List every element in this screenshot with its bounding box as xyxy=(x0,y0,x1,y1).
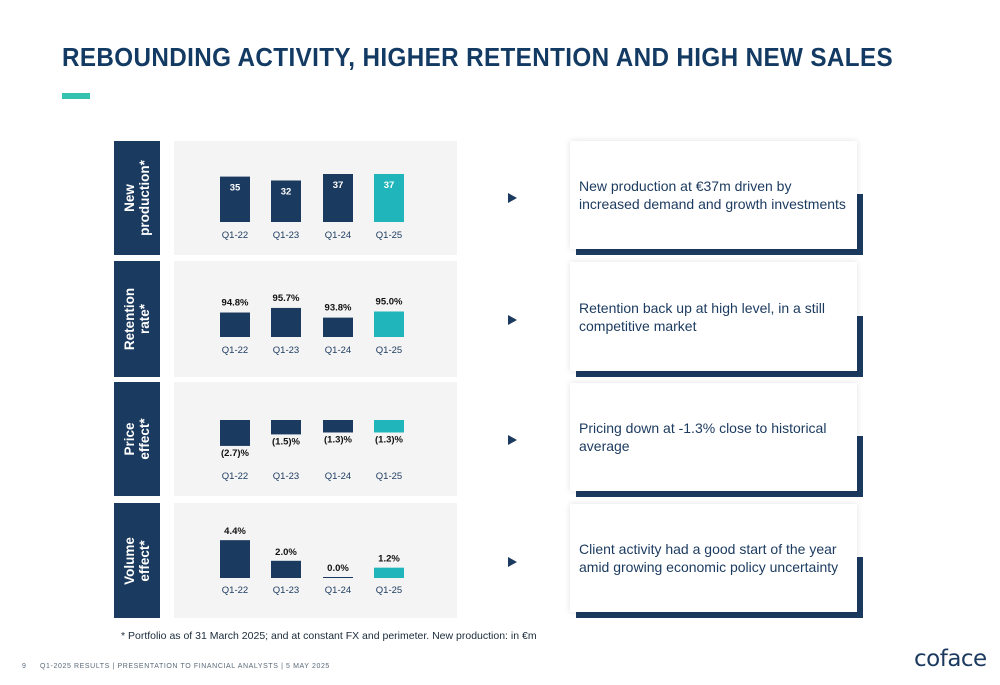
footnote: * Portfolio as of 31 March 2025; and at … xyxy=(121,630,537,642)
x-tick-label: Q1-22 xyxy=(222,585,248,596)
row-label-text: Price effect* xyxy=(122,418,152,460)
bar xyxy=(271,180,301,222)
data-label: 32 xyxy=(281,186,292,197)
bar xyxy=(271,420,301,435)
row-label-text: New production* xyxy=(122,160,152,236)
data-label: 95.7% xyxy=(273,293,300,304)
x-tick-label: Q1-22 xyxy=(222,471,248,482)
coface-logo: coface xyxy=(914,646,987,672)
x-tick-label: Q1-23 xyxy=(273,585,299,596)
data-label: 94.8% xyxy=(222,298,249,309)
data-label: (1.5)% xyxy=(272,436,301,447)
bullet-arrow-icon xyxy=(508,557,517,567)
data-label: 95.0% xyxy=(376,297,403,308)
price-effect-chart: (2.7)% Q1-22 (1.5)% Q1-23 (1.3)% Q1-24 (1.3)% Q… xyxy=(220,420,404,482)
x-tick-label: Q1-24 xyxy=(325,230,351,241)
x-tick-label: Q1-24 xyxy=(325,345,351,356)
x-tick-label: Q1-25 xyxy=(376,230,402,241)
commentary-text: Pricing down at -1.3% close to historica… xyxy=(579,420,827,454)
chart-panel-price-effect: (2.7)% Q1-22 (1.5)% Q1-23 (1.3)% Q1-24 (1.3)% Q… xyxy=(174,382,457,496)
retention-rate-chart: 94.8% Q1-22 95.7% Q1-23 93.8% Q1-24 95.0% Q1-25 xyxy=(220,293,404,356)
bar xyxy=(323,174,353,222)
commentary-text: Retention back up at high level, in a st… xyxy=(579,299,825,334)
row-label-text: Retention rate* xyxy=(122,287,152,351)
x-tick-label: Q1-25 xyxy=(376,585,402,596)
page-number: 9 xyxy=(22,663,26,670)
data-label: 0.0% xyxy=(327,563,349,574)
bar xyxy=(374,567,404,578)
data-label: (2.7)% xyxy=(221,448,250,459)
commentary-card-new-production: New production at €37m driven by increas… xyxy=(570,141,857,249)
x-tick-label: Q1-24 xyxy=(325,471,351,482)
chart-panel-retention-rate: 94.8% Q1-22 95.7% Q1-23 93.8% Q1-24 95.0% Q1-25 xyxy=(174,261,457,377)
bar xyxy=(220,420,250,446)
x-tick-label: Q1-25 xyxy=(376,471,402,482)
row-label-price-effect: Price effect* xyxy=(114,382,160,496)
data-label: 1.2% xyxy=(378,554,400,565)
bar xyxy=(323,317,353,337)
chart-panel-volume-effect: 4.4% Q1-22 2.0% Q1-23 0.0% Q1-24 1.2% Q1-25 xyxy=(174,503,457,618)
bar xyxy=(374,174,404,222)
commentary-text: Client activity had a good start of the … xyxy=(579,541,839,575)
page-title: REBOUNDING ACTIVITY, HIGHER RETENTION AN… xyxy=(62,44,894,72)
chart-panel-new-production: 35 Q1-22 32 Q1-23 37 Q1-24 37 Q1-25 xyxy=(174,141,457,255)
commentary-text: New production at €37m driven by increas… xyxy=(579,178,846,212)
x-tick-label: Q1-23 xyxy=(273,345,299,356)
x-tick-label: Q1-22 xyxy=(222,345,248,356)
bar xyxy=(374,420,404,433)
bar xyxy=(220,176,250,222)
x-tick-label: Q1-22 xyxy=(222,230,248,241)
data-label: 4.4% xyxy=(224,526,246,537)
data-label: 2.0% xyxy=(275,547,297,558)
bullet-arrow-icon xyxy=(508,193,517,203)
commentary-card-price: Pricing down at -1.3% close to historica… xyxy=(570,383,857,491)
bar xyxy=(374,311,404,337)
row-label-text: Volume effect* xyxy=(122,536,152,585)
data-label: (1.3)% xyxy=(375,434,404,445)
data-label: 93.8% xyxy=(325,303,352,314)
x-tick-label: Q1-23 xyxy=(273,471,299,482)
row-label-retention-rate: Retention rate* xyxy=(114,261,160,377)
bar xyxy=(271,307,301,337)
bar xyxy=(323,420,353,433)
new-production-chart: 35 Q1-22 32 Q1-23 37 Q1-24 37 Q1-25 xyxy=(220,174,404,241)
bullet-arrow-icon xyxy=(508,435,517,445)
bullet-arrow-icon xyxy=(508,315,517,325)
row-label-volume-effect: Volume effect* xyxy=(114,503,160,618)
data-label: 37 xyxy=(333,180,344,191)
x-tick-label: Q1-24 xyxy=(325,585,351,596)
commentary-card-volume: Client activity had a good start of the … xyxy=(570,504,857,612)
footer-text: Q1-2025 RESULTS | PRESENTATION TO FINANC… xyxy=(40,663,330,670)
data-label: 35 xyxy=(230,183,241,194)
x-tick-label: Q1-23 xyxy=(273,230,299,241)
row-label-new-production: New production* xyxy=(114,141,160,255)
bar xyxy=(220,312,250,337)
commentary-card-retention: Retention back up at high level, in a st… xyxy=(570,262,857,371)
volume-effect-chart: 4.4% Q1-22 2.0% Q1-23 0.0% Q1-24 1.2% Q1-25 xyxy=(220,526,404,596)
title-accent-bar xyxy=(62,93,90,99)
data-label: 37 xyxy=(384,180,395,191)
bar xyxy=(271,560,301,578)
x-tick-label: Q1-25 xyxy=(376,345,402,356)
bar xyxy=(220,540,250,578)
bar xyxy=(323,577,353,578)
data-label: (1.3)% xyxy=(324,434,353,445)
